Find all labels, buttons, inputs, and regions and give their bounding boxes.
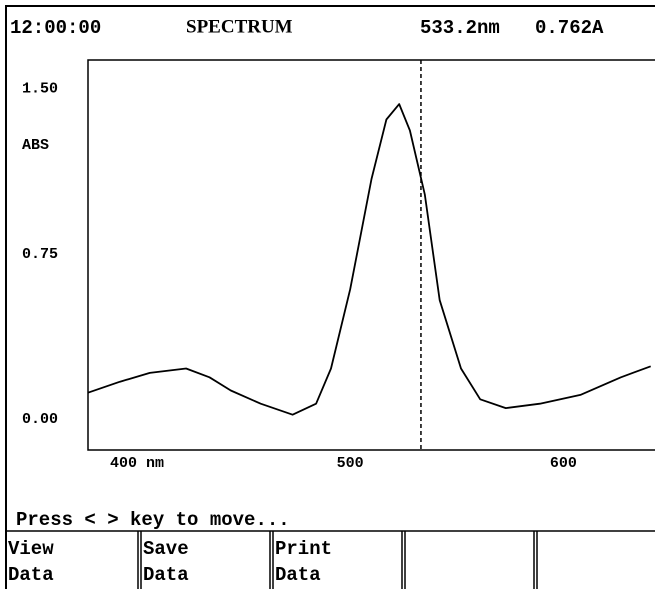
spectrum-line [87, 103, 652, 416]
x-tick-label: 500 [337, 455, 364, 472]
time: 12:00:00 [10, 17, 101, 39]
softkey-label[interactable]: Data [143, 564, 189, 586]
frame [5, 5, 655, 589]
softkey-label[interactable]: View [8, 538, 54, 560]
absorbance: 0.762A [535, 17, 604, 39]
softkey-label[interactable]: Print [275, 538, 332, 560]
plot-frame [87, 59, 655, 451]
softkey-label[interactable]: Data [275, 564, 321, 586]
prompt: Press < > key to move... [16, 509, 290, 531]
wavelength: 533.2nm [420, 17, 500, 39]
x-tick-label: 400 nm [110, 455, 164, 472]
softkey-label[interactable]: Data [8, 564, 54, 586]
y-tick-label: 0.75 [22, 246, 58, 263]
y-tick-label: 0.00 [22, 411, 58, 428]
x-tick-label: 600 [550, 455, 577, 472]
y-tick-label: 1.50 [22, 81, 58, 98]
softkey-label[interactable]: Save [143, 538, 189, 560]
y-axis-label: ABS [22, 137, 49, 154]
mode: SPECTRUM [186, 16, 293, 37]
